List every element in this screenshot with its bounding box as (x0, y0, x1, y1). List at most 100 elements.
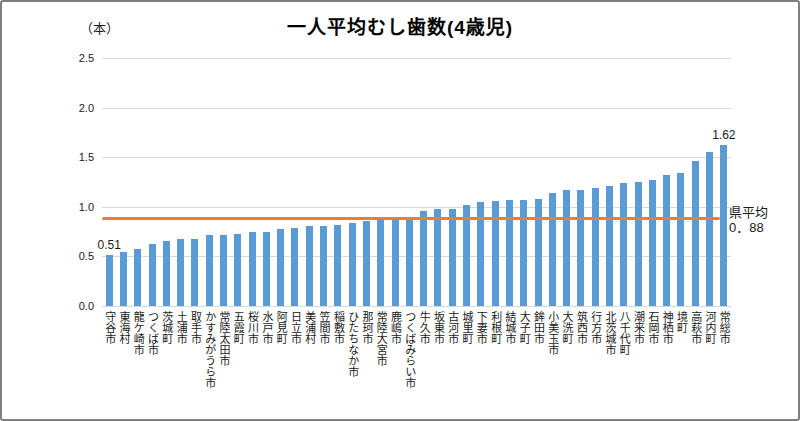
bar (277, 229, 284, 306)
x-axis-label: 結城市 (504, 311, 515, 344)
bar (392, 219, 399, 306)
bar (291, 228, 298, 306)
bar (677, 173, 684, 306)
bar (692, 161, 699, 306)
y-axis-tick-label: 2.0 (60, 102, 94, 114)
x-axis-label: 高萩市 (690, 311, 701, 344)
x-axis-label: 潮来市 (633, 311, 644, 344)
gridline (102, 108, 731, 109)
x-axis-label: 守谷市 (104, 311, 115, 344)
x-axis-label: 大子町 (518, 311, 529, 344)
bar (606, 186, 613, 306)
x-axis-label: 境町 (675, 311, 686, 333)
bar (649, 180, 656, 306)
bar (106, 255, 113, 306)
y-axis-tick-label: 2.5 (60, 52, 94, 64)
bar (306, 226, 313, 306)
x-axis-label: 八千代町 (618, 311, 629, 355)
x-axis-label: 牛久市 (418, 311, 429, 344)
x-axis-label: 土浦市 (175, 311, 186, 344)
bar (134, 249, 141, 306)
bar (549, 193, 556, 306)
x-axis-label: 龍ケ崎市 (132, 311, 143, 355)
x-axis-label: つくば市 (147, 311, 158, 355)
bar (177, 239, 184, 306)
x-axis-label: かすみがうら市 (204, 311, 215, 388)
x-axis-label: 五霞町 (232, 311, 243, 344)
x-axis-label: 常陸大宮市 (375, 311, 386, 366)
x-axis-label: 阿見町 (275, 311, 286, 344)
average-annotation-label: 県平均 (729, 205, 768, 220)
x-axis-label: ひたちなか市 (347, 311, 358, 377)
x-axis-label: 坂東市 (432, 311, 443, 344)
x-axis-label: 美浦村 (304, 311, 315, 344)
x-axis-label: 那珂市 (361, 311, 372, 344)
x-axis-label: 大洗町 (561, 311, 572, 344)
bar (406, 218, 413, 306)
bar (720, 145, 727, 306)
x-axis-label: 日立市 (289, 311, 300, 344)
bar (191, 239, 198, 306)
x-axis-label: 河内町 (704, 311, 715, 344)
x-axis-label: 下妻市 (475, 311, 486, 344)
x-axis-label: 桜川市 (247, 311, 258, 344)
x-axis-label: 東海村 (118, 311, 129, 344)
x-axis-label: 常陸太田市 (218, 311, 229, 366)
gridline (102, 157, 731, 158)
x-axis-label: 鹿嶋市 (390, 311, 401, 344)
bar (234, 234, 241, 306)
x-axis-label: 茨城町 (161, 311, 172, 344)
chart-frame: 一人平均むし歯数(4歳児) （本） 0.00.51.01.52.02.5 0.5… (0, 0, 800, 421)
bar (420, 211, 427, 306)
x-axis-label: 利根町 (490, 311, 501, 344)
bar (577, 190, 584, 306)
bar (220, 235, 227, 306)
x-axis-label: 稲敷市 (332, 311, 343, 344)
bar (349, 223, 356, 306)
bar (592, 188, 599, 306)
gridline (102, 306, 731, 307)
bar (363, 221, 370, 306)
average-annotation: 県平均 0．88 (729, 205, 768, 235)
bar (535, 199, 542, 306)
x-axis-label: 水戸市 (261, 311, 272, 344)
bar (563, 190, 570, 306)
bar (249, 232, 256, 306)
gridline (102, 58, 731, 59)
x-axis-label: つくばみらい市 (404, 311, 415, 388)
y-axis-tick-label: 1.5 (60, 151, 94, 163)
data-label-first-bar: 0.51 (97, 238, 120, 252)
bar (620, 183, 627, 306)
x-axis-label: 取手市 (189, 311, 200, 344)
y-axis-tick-label: 0.0 (60, 300, 94, 312)
bar (706, 152, 713, 306)
data-label-last-bar: 1.62 (712, 128, 735, 142)
average-reference-line (102, 217, 720, 220)
x-axis-label: 神栖市 (661, 311, 672, 344)
x-axis-label: 北茨城市 (604, 311, 615, 355)
bar (120, 252, 127, 306)
bar (449, 209, 456, 306)
x-axis-label: 行方市 (590, 311, 601, 344)
y-axis-tick-label: 1.0 (60, 201, 94, 213)
x-axis-label: 常総市 (718, 311, 729, 344)
x-axis-label: 石岡市 (647, 311, 658, 344)
average-annotation-value: 0．88 (729, 220, 768, 235)
bar (320, 226, 327, 306)
bar (206, 235, 213, 306)
bar (263, 232, 270, 306)
bar (434, 209, 441, 306)
bar (377, 220, 384, 306)
x-axis-label: 筑西市 (575, 311, 586, 344)
bar (149, 244, 156, 306)
bar (520, 200, 527, 306)
x-axis-label: 小美玉市 (547, 311, 558, 355)
bar (635, 182, 642, 306)
y-axis-tick-label: 0.5 (60, 250, 94, 262)
bar (506, 200, 513, 306)
x-axis-label: 鉾田市 (533, 311, 544, 344)
bar (334, 225, 341, 306)
x-axis-label: 城里町 (461, 311, 472, 344)
y-axis-unit-label: （本） (80, 18, 119, 37)
x-axis-label: 笠間市 (318, 311, 329, 344)
